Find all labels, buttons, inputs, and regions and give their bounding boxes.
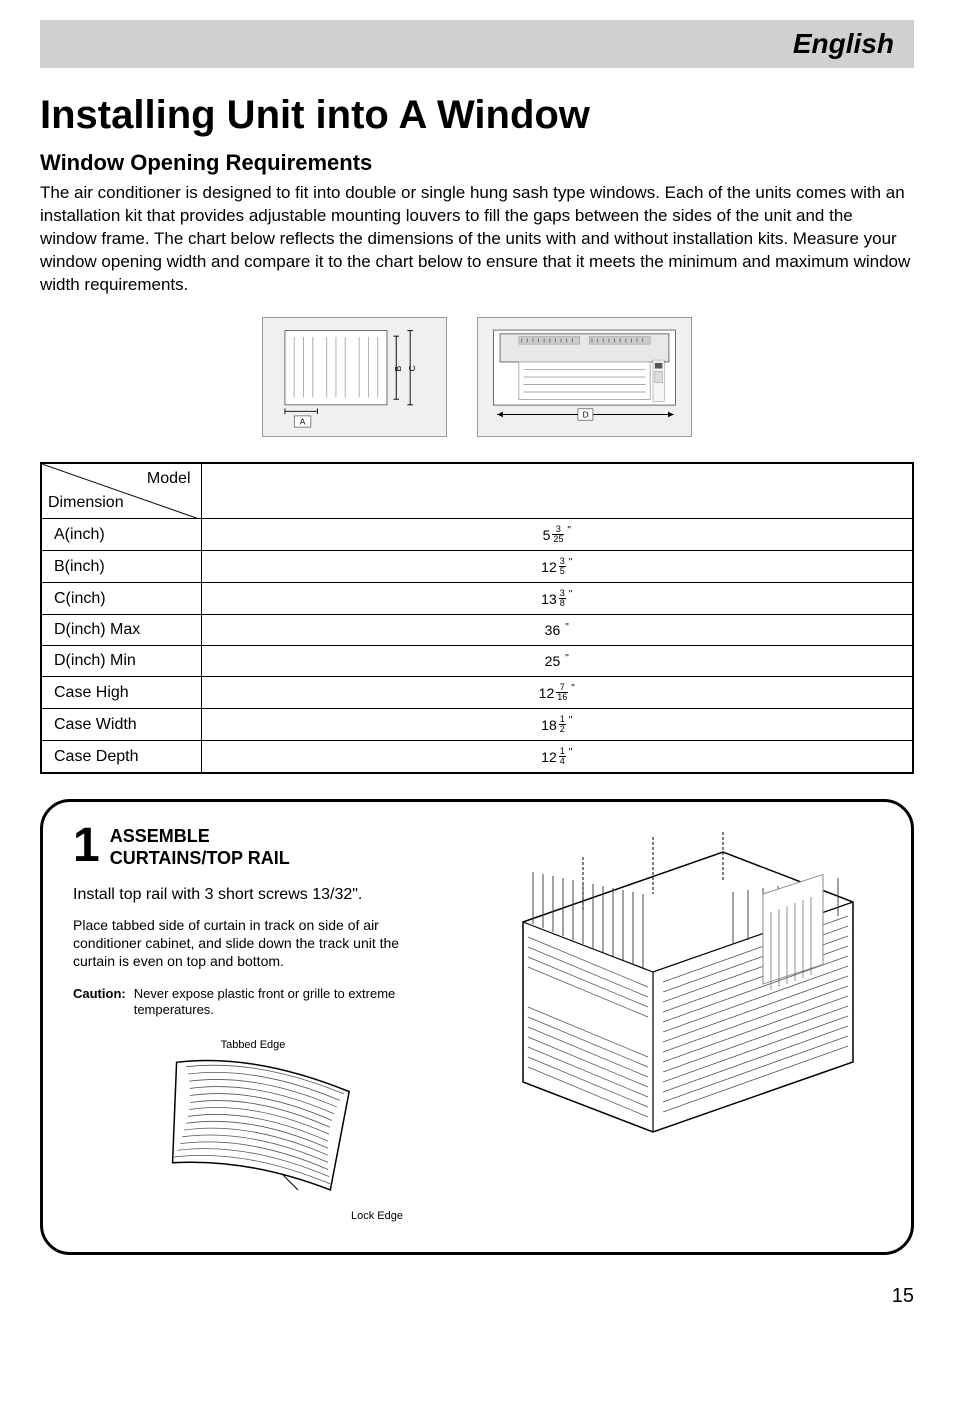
dim-label: Case Width xyxy=(41,709,201,741)
caution-label: Caution: xyxy=(73,986,126,1020)
page-number: 15 xyxy=(40,1285,914,1308)
dim-value: 5325" xyxy=(201,519,913,551)
table-row: Case High12716" xyxy=(41,677,913,709)
lock-edge-label: Lock Edge xyxy=(73,1210,433,1222)
step-number: 1 xyxy=(73,822,100,870)
table-header-empty xyxy=(201,463,913,519)
main-title: Installing Unit into A Window xyxy=(40,93,914,138)
diagram-row: B C A xyxy=(40,317,914,437)
dim-value: 36 " xyxy=(201,615,913,646)
dim-value: 1235" xyxy=(201,551,913,583)
dimensions-table: Model Dimension A(inch)5325"B(inch)1235"… xyxy=(40,462,914,775)
dim-label: A(inch) xyxy=(41,519,201,551)
dim-value: 25 " xyxy=(201,646,913,677)
section-subtitle: Window Opening Requirements xyxy=(40,150,914,176)
svg-text:B: B xyxy=(393,366,403,372)
svg-text:D: D xyxy=(583,409,589,419)
table-row: D(inch) Max36 " xyxy=(41,615,913,646)
model-header: Model xyxy=(147,470,191,488)
assembly-image-column xyxy=(463,822,903,1222)
diagram-front-view: D xyxy=(477,317,692,437)
dim-value: 1338" xyxy=(201,583,913,615)
table-row: Case Width1812" xyxy=(41,709,913,741)
dim-value: 1214" xyxy=(201,741,913,774)
svg-text:A: A xyxy=(300,416,306,426)
table-row: C(inch)1338" xyxy=(41,583,913,615)
dim-value: 12716" xyxy=(201,677,913,709)
language-label: English xyxy=(793,28,894,59)
diagram-side-view: B C A xyxy=(262,317,447,437)
step-title-line1: ASSEMBLE xyxy=(110,826,210,846)
svg-text:C: C xyxy=(407,366,417,372)
dim-label: Case Depth xyxy=(41,741,201,774)
table-header-cell: Model Dimension xyxy=(41,463,201,519)
dim-label: B(inch) xyxy=(41,551,201,583)
step-title-line2: CURTAINS/TOP RAIL xyxy=(110,848,290,868)
language-banner: English xyxy=(40,20,914,68)
dim-label: D(inch) Min xyxy=(41,646,201,677)
step-text-2: Place tabbed side of curtain in track on… xyxy=(73,916,433,971)
ac-unit-diagram xyxy=(463,822,903,1162)
tabbed-edge-label: Tabbed Edge xyxy=(73,1039,433,1051)
table-row: Case Depth1214" xyxy=(41,741,913,774)
step-text-1: Install top rail with 3 short screws 13/… xyxy=(73,885,433,906)
step-title: ASSEMBLE CURTAINS/TOP RAIL xyxy=(110,822,290,869)
table-row: B(inch)1235" xyxy=(41,551,913,583)
caution-row: Caution: Never expose plastic front or g… xyxy=(73,986,433,1020)
step-header: 1 ASSEMBLE CURTAINS/TOP RAIL xyxy=(73,822,433,870)
caution-text: Never expose plastic front or grille to … xyxy=(134,986,433,1020)
table-row: A(inch)5325" xyxy=(41,519,913,551)
table-row: D(inch) Min25 " xyxy=(41,646,913,677)
dimension-header: Dimension xyxy=(48,494,124,512)
dim-label: D(inch) Max xyxy=(41,615,201,646)
assembly-section: 1 ASSEMBLE CURTAINS/TOP RAIL Install top… xyxy=(40,799,914,1255)
dim-value: 1812" xyxy=(201,709,913,741)
dim-label: Case High xyxy=(41,677,201,709)
assembly-text-column: 1 ASSEMBLE CURTAINS/TOP RAIL Install top… xyxy=(73,822,433,1222)
intro-paragraph: The air conditioner is designed to fit i… xyxy=(40,182,914,297)
dim-label: C(inch) xyxy=(41,583,201,615)
curtain-diagram: Tabbed Edge xyxy=(73,1039,433,1222)
